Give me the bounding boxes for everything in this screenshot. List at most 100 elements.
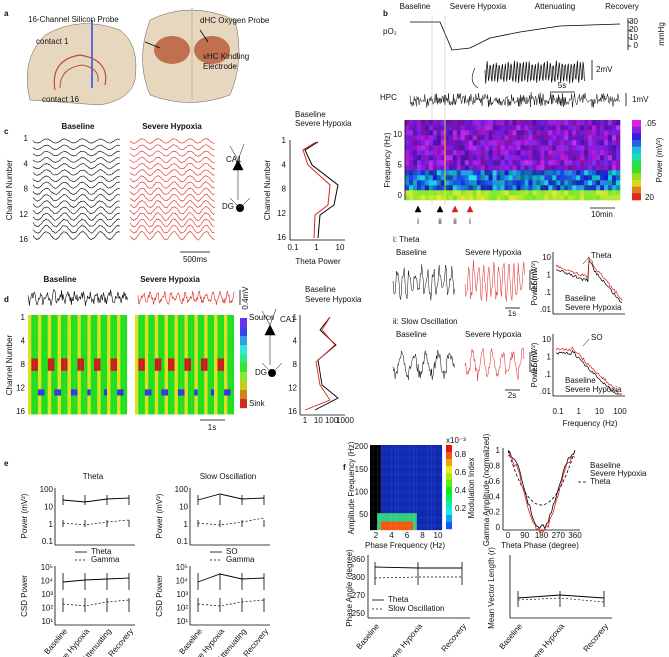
cell	[436, 170, 442, 176]
cell	[492, 180, 497, 186]
cell	[488, 165, 493, 171]
cell	[464, 170, 470, 176]
cell	[512, 160, 517, 166]
cell	[217, 327, 221, 334]
shape	[197, 517, 265, 526]
cell	[464, 160, 470, 166]
label: 2s	[508, 391, 516, 400]
cell	[177, 401, 182, 409]
cell	[117, 389, 121, 396]
cell	[138, 321, 142, 328]
cell	[370, 487, 374, 492]
cell	[61, 327, 65, 334]
cell	[416, 185, 422, 191]
cell	[428, 155, 434, 161]
label: 5s	[558, 81, 566, 90]
cell	[44, 389, 48, 396]
cell	[456, 165, 462, 171]
cell	[604, 190, 609, 196]
cell	[123, 408, 128, 415]
cell	[398, 513, 403, 518]
cell	[409, 462, 414, 467]
cell	[37, 370, 42, 378]
cell	[191, 321, 195, 328]
cell	[592, 150, 597, 156]
cell	[41, 383, 45, 390]
cell	[409, 517, 414, 522]
cell	[431, 466, 435, 471]
cell	[584, 125, 589, 131]
cell	[504, 190, 509, 196]
cell	[94, 327, 98, 334]
cell	[168, 333, 172, 340]
cell	[424, 457, 428, 463]
cell	[476, 145, 481, 151]
cell	[204, 333, 208, 340]
cell	[113, 358, 118, 365]
cell	[456, 195, 462, 201]
tick-label: 0.1	[42, 537, 54, 546]
cell	[496, 185, 501, 191]
cell	[380, 457, 385, 463]
cell	[456, 160, 462, 166]
label: Baseline	[396, 248, 427, 257]
cell	[151, 358, 155, 365]
cell	[408, 130, 414, 136]
cell	[428, 160, 434, 166]
cell	[197, 352, 202, 359]
cell	[420, 483, 425, 488]
cell	[388, 479, 392, 484]
cell	[476, 130, 481, 136]
cell	[194, 346, 198, 353]
cell	[47, 401, 52, 409]
cell	[107, 389, 111, 396]
cell	[416, 120, 422, 126]
cell	[191, 408, 195, 415]
cell	[204, 358, 208, 365]
cell	[432, 180, 438, 186]
label: Channel Number	[263, 159, 272, 220]
cell	[90, 370, 95, 378]
cell	[214, 358, 218, 365]
cell	[420, 525, 425, 531]
cell	[508, 190, 513, 196]
cell	[504, 195, 509, 201]
cell	[51, 383, 55, 390]
cell	[34, 364, 38, 371]
cell	[416, 508, 421, 514]
cell	[600, 160, 605, 166]
cell	[544, 190, 549, 196]
cell	[416, 470, 421, 475]
cell	[406, 474, 410, 480]
cell	[197, 339, 202, 347]
cell	[144, 364, 149, 371]
cell	[77, 339, 81, 347]
cell	[201, 395, 205, 402]
cell	[572, 150, 577, 156]
cell	[64, 315, 68, 322]
cell	[464, 180, 470, 186]
cell	[57, 352, 62, 359]
cell	[47, 327, 52, 334]
cell	[151, 389, 155, 396]
cell	[197, 321, 202, 328]
cell	[424, 491, 428, 497]
cell	[413, 487, 417, 492]
label: 1s	[208, 423, 216, 432]
cell	[370, 500, 374, 505]
cell	[540, 150, 545, 156]
cell	[84, 327, 88, 334]
shape	[32, 156, 120, 164]
cell	[174, 339, 178, 347]
cell	[432, 155, 438, 161]
cell	[552, 135, 557, 141]
cell	[544, 140, 549, 146]
cell	[476, 185, 481, 191]
cell	[556, 165, 561, 171]
cell	[532, 150, 537, 156]
cell	[424, 160, 430, 166]
cell	[144, 377, 149, 384]
cell	[100, 339, 104, 347]
cell	[488, 190, 493, 196]
cell	[580, 160, 585, 166]
